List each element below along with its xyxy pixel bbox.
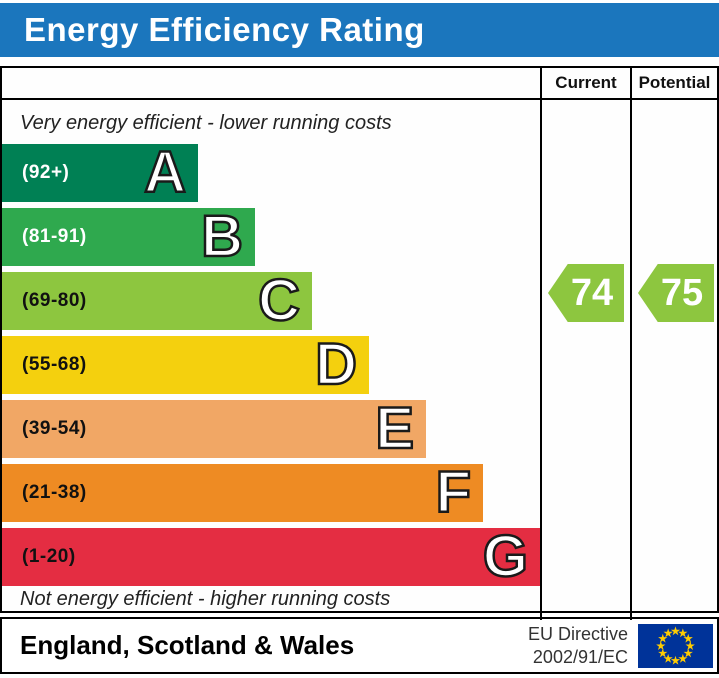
current-rating-value: 74 bbox=[570, 271, 614, 314]
band-bar-b: (81-91) B bbox=[2, 204, 255, 269]
band-bar-e: (39-54) E bbox=[2, 396, 426, 461]
rating-bands: (92+) A (81-91) B (69-80) C bbox=[2, 140, 540, 589]
table-header-row: Current Potential bbox=[2, 68, 717, 100]
column-header-potential: Potential bbox=[630, 68, 717, 98]
eu-flag-icon bbox=[638, 623, 713, 668]
band-range-label: (21-38) bbox=[22, 482, 87, 503]
epc-band-d: (55-68) D bbox=[2, 332, 540, 397]
table-body-row: Very energy efficient - lower running co… bbox=[2, 100, 717, 620]
band-letter: B bbox=[200, 204, 244, 269]
band-bar-g: (1-20) G bbox=[2, 524, 540, 589]
band-bar-c: (69-80) C bbox=[2, 268, 312, 333]
title-bar: Energy Efficiency Rating bbox=[0, 3, 719, 57]
caption-very-efficient: Very energy efficient - lower running co… bbox=[20, 112, 392, 134]
band-range-label: (39-54) bbox=[22, 418, 87, 439]
potential-rating-cell: 75 bbox=[630, 100, 717, 620]
band-range-label: (92+) bbox=[22, 162, 70, 183]
rating-scale-cell: Very energy efficient - lower running co… bbox=[2, 100, 540, 620]
band-bar-d: (55-68) D bbox=[2, 332, 369, 397]
header-spacer-cell bbox=[2, 68, 540, 98]
epc-band-g: (1-20) G bbox=[2, 524, 540, 589]
band-letter: A bbox=[143, 140, 187, 205]
current-rating-arrow: 74 bbox=[548, 264, 624, 322]
band-letter: D bbox=[314, 332, 358, 397]
band-range-label: (69-80) bbox=[22, 290, 87, 311]
region-label: England, Scotland & Wales bbox=[20, 630, 355, 660]
eu-directive-line1: EU Directive bbox=[527, 624, 628, 644]
band-letter: G bbox=[482, 524, 530, 589]
epc-band-e: (39-54) E bbox=[2, 396, 540, 461]
epc-band-a: (92+) A bbox=[2, 140, 540, 205]
eu-directive-text: EU Directive 2002/91/EC bbox=[528, 623, 628, 668]
band-letter: F bbox=[434, 460, 472, 525]
epc-band-f: (21-38) F bbox=[2, 460, 540, 525]
column-header-current: Current bbox=[540, 68, 630, 98]
epc-page: Energy Efficiency Rating Current Potenti… bbox=[0, 3, 719, 678]
band-range-label: (81-91) bbox=[22, 226, 87, 247]
footer-bar: England, Scotland & Wales EU Directive 2… bbox=[0, 617, 719, 674]
band-letter: C bbox=[257, 268, 301, 333]
potential-rating-arrow: 75 bbox=[638, 264, 714, 322]
epc-rating-table: Current Potential Very energy efficient … bbox=[0, 66, 719, 620]
potential-rating-value: 75 bbox=[660, 271, 704, 314]
band-bar-f: (21-38) F bbox=[2, 460, 483, 525]
band-range-label: (1-20) bbox=[22, 546, 76, 567]
band-range-label: (55-68) bbox=[22, 354, 87, 375]
page-title: Energy Efficiency Rating bbox=[24, 11, 425, 48]
current-rating-cell: 74 bbox=[540, 100, 630, 620]
eu-directive-line2: 2002/91/EC bbox=[532, 646, 628, 667]
caption-not-efficient: Not energy efficient - higher running co… bbox=[20, 588, 391, 610]
band-bar-a: (92+) A bbox=[2, 140, 198, 205]
epc-band-b: (81-91) B bbox=[2, 204, 540, 269]
band-letter: E bbox=[374, 396, 415, 461]
epc-band-c: (69-80) C bbox=[2, 268, 540, 333]
